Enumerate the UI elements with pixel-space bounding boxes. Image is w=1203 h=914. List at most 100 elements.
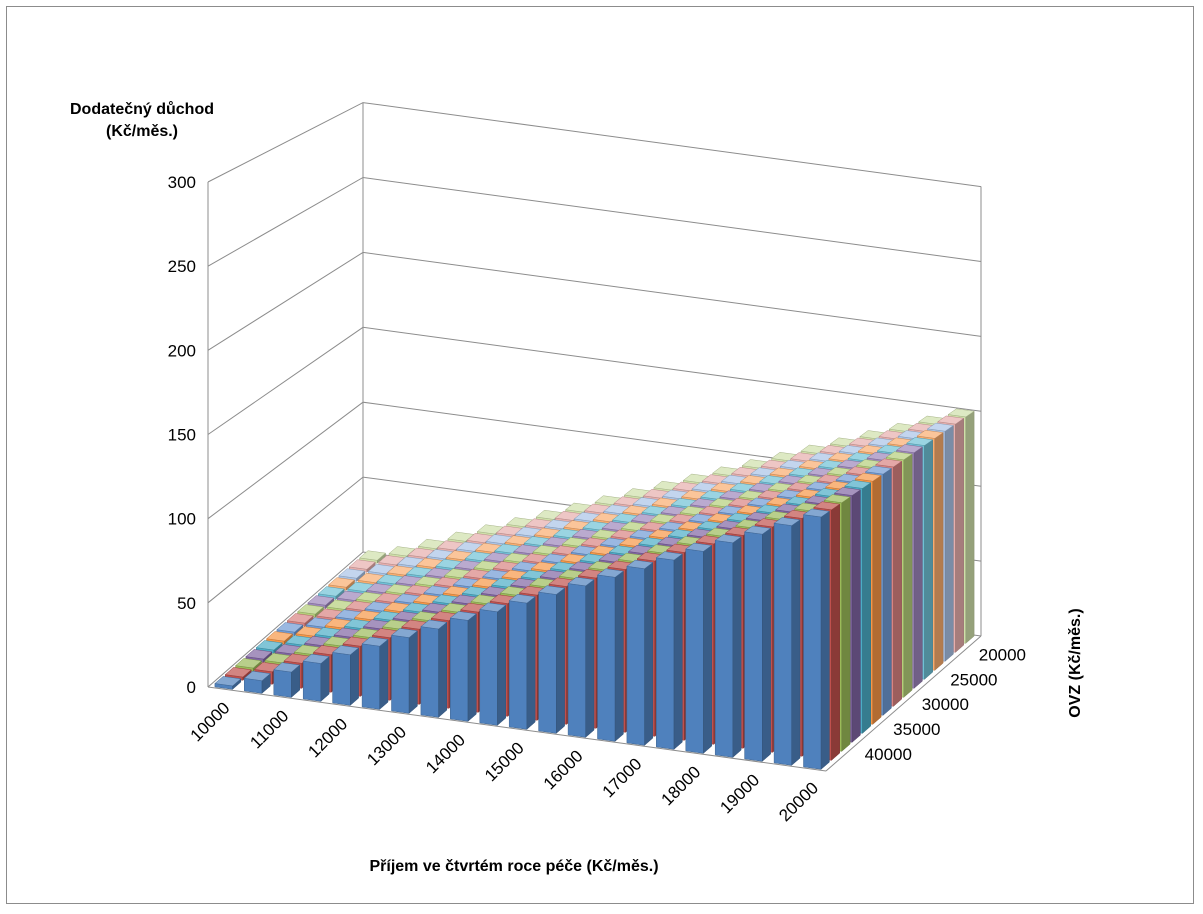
bar-side <box>872 475 882 725</box>
y-axis-title-line: Dodatečný důchod <box>70 101 214 118</box>
bar-front <box>450 617 469 722</box>
bar-front <box>479 609 498 726</box>
bar <box>773 517 801 766</box>
z-axis-line <box>825 635 982 772</box>
x-tick-label: 15000 <box>481 738 528 785</box>
bar-side <box>467 613 477 722</box>
bar-side <box>893 460 902 707</box>
bar-top <box>854 472 882 482</box>
bar-top <box>937 415 965 425</box>
bar-top <box>420 619 448 630</box>
bar-top <box>906 437 934 446</box>
bar-top <box>508 594 536 604</box>
y-axis-title-line: (Kč/měs.) <box>106 123 178 140</box>
bar <box>273 662 301 698</box>
gridline <box>207 326 982 435</box>
bar-top <box>297 604 325 615</box>
bar <box>596 568 625 742</box>
bar-front <box>508 600 528 730</box>
bar-top <box>388 546 416 557</box>
y-tick-label: 100 <box>168 510 196 529</box>
x-tick-label: 18000 <box>658 762 705 809</box>
bar <box>243 670 271 694</box>
bar-top <box>655 551 683 561</box>
bar-top <box>449 611 477 621</box>
bar-side <box>673 553 683 750</box>
bar <box>332 645 360 706</box>
gridline <box>207 102 982 188</box>
bar-side <box>762 527 771 762</box>
bar-top <box>338 568 366 579</box>
bar-top <box>317 586 345 597</box>
x-axis-title: Příjem ve čtvrtém roce péče (Kč/měs.) <box>369 858 658 875</box>
bar-front <box>803 514 822 770</box>
y-tick-label: 50 <box>177 594 196 613</box>
bar <box>802 508 831 770</box>
y-axis-labels: 0 50 100 150 200 250 300 <box>168 173 196 697</box>
bar-top <box>359 550 387 561</box>
x-tick-label: 20000 <box>775 778 822 825</box>
bar-front <box>597 574 616 742</box>
bar <box>626 559 654 746</box>
bar-side <box>703 544 712 754</box>
bar-front <box>391 634 410 714</box>
x-tick-label: 12000 <box>304 714 351 761</box>
bar <box>743 525 772 762</box>
bar-front <box>332 652 351 706</box>
bar-side <box>831 503 840 761</box>
bar-side <box>791 519 801 766</box>
bar-side <box>882 467 892 716</box>
bar-top <box>479 602 507 613</box>
z-tick-label: 30000 <box>922 695 969 714</box>
bar-side <box>497 604 506 726</box>
bar-top <box>567 576 595 587</box>
bar-side <box>320 655 330 702</box>
bar <box>214 676 242 690</box>
bar-top <box>773 517 801 526</box>
bar <box>479 602 507 726</box>
bar-top <box>390 628 419 638</box>
bar-side <box>944 425 954 662</box>
bar-front <box>773 522 792 766</box>
bar-front <box>656 557 675 750</box>
bar-top <box>266 631 294 642</box>
bar-top <box>361 636 389 647</box>
bar <box>361 636 389 710</box>
bar <box>714 534 742 758</box>
y-tick-label: 200 <box>168 341 196 360</box>
bar-side <box>438 621 448 718</box>
bar-top <box>235 658 263 669</box>
bar-top <box>802 508 831 518</box>
bar-top <box>875 458 903 468</box>
bar-side <box>903 453 913 698</box>
bar-side <box>841 496 851 752</box>
x-tick-label: 10000 <box>187 698 234 745</box>
bar-top <box>926 422 955 432</box>
chart-frame <box>6 6 1194 904</box>
bar-top <box>302 653 330 664</box>
bar <box>537 585 566 734</box>
bar-side <box>379 638 389 710</box>
bar-front <box>302 660 322 702</box>
bar-side <box>526 596 536 730</box>
bar <box>317 586 345 600</box>
bar-top <box>916 429 944 439</box>
bar-top <box>885 451 913 461</box>
bar-top <box>626 559 654 569</box>
bar-top <box>328 577 356 588</box>
bar-side <box>955 417 964 653</box>
bar-top <box>813 501 841 511</box>
x-tick-label: 13000 <box>363 722 410 769</box>
y-axis-title: Dodatečný důchod (Kč/měs.) <box>70 101 214 140</box>
bar-front <box>744 531 763 762</box>
bar-front <box>626 566 645 746</box>
bar-top <box>348 559 376 570</box>
bar-front <box>361 643 380 710</box>
bar <box>567 576 595 738</box>
bar-side <box>820 510 830 770</box>
gridline <box>207 251 982 351</box>
x-axis-line <box>207 686 827 772</box>
bar-top <box>596 568 625 578</box>
bar-top <box>224 667 252 678</box>
bar-top <box>286 613 314 624</box>
